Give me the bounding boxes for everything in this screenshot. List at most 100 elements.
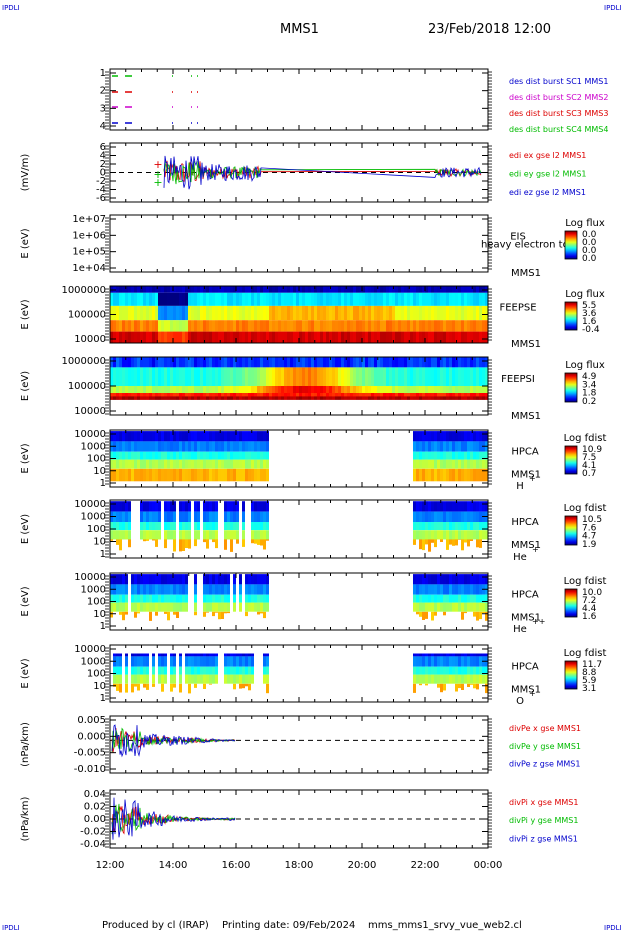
heatmap-cell: [422, 431, 425, 442]
heatmap-cell: [152, 522, 155, 531]
heatmap-cell: [155, 286, 158, 293]
heatmap-cell: [257, 441, 260, 452]
heatmap-cell: [422, 292, 425, 306]
heatmap-cell: [407, 393, 410, 397]
heatmap-cell: [431, 320, 434, 332]
heatmap-cell: [179, 653, 182, 657]
heatmap-cell: [377, 292, 380, 306]
heatmap-cell: [149, 574, 152, 585]
heatmap-cell: [434, 292, 437, 306]
heatmap-cell: [224, 522, 227, 531]
heatmap-cell: [254, 468, 257, 482]
heatmap-cell: [170, 320, 173, 332]
heatmap-cell: [461, 292, 464, 306]
heatmap-cell: [479, 393, 482, 397]
heatmap-cell: [224, 431, 227, 442]
heatmap-cell: [476, 602, 479, 612]
heatmap-cell: [248, 357, 251, 368]
heatmap-cell: [179, 656, 182, 667]
heatmap-cell: [392, 386, 395, 393]
heatmap-cell: [434, 451, 437, 460]
heatmap-cell: [404, 286, 407, 293]
heatmap-cell: [215, 441, 218, 452]
heatmap-cell: [158, 286, 161, 293]
heatmap-cell: [473, 451, 476, 460]
heatmap-cell: [485, 683, 488, 694]
heatmap-cell: [191, 656, 194, 667]
heatmap-cell: [149, 431, 152, 442]
heatmap-cell: [413, 594, 416, 603]
heatmap-cell: [236, 511, 239, 522]
heatmap-cell: [278, 357, 281, 368]
heatmap-cell: [131, 431, 134, 442]
heatmap-cell: [203, 666, 206, 675]
heatmap-cell: [350, 367, 353, 386]
heatmap-cell: [422, 320, 425, 332]
heatmap-cell: [341, 305, 344, 321]
heatmap-cell: [410, 320, 413, 332]
heatmap-cell: [467, 459, 470, 469]
heatmap-cell: [461, 459, 464, 469]
heatmap-cell: [164, 357, 167, 368]
heatmap-cell: [458, 396, 461, 400]
heatmap-cell: [167, 611, 170, 621]
heatmap-cell: [206, 656, 209, 667]
heatmap-cell: [473, 602, 476, 612]
heatmap-cell: [221, 611, 224, 619]
heatmap-cell: [203, 501, 206, 512]
instrument-label: EIS: [510, 232, 526, 243]
heatmap-cell: [227, 584, 230, 595]
heatmap-cell: [134, 367, 137, 386]
heatmap-cell: [137, 683, 140, 691]
heatmap-cell: [137, 653, 140, 657]
heatmap-cell: [119, 393, 122, 397]
heatmap-cell: [482, 396, 485, 400]
heatmap-cell: [452, 459, 455, 469]
heatmap-cell: [308, 305, 311, 321]
heatmap-cell: [458, 666, 461, 675]
heatmap-cell: [209, 666, 212, 675]
heatmap-cell: [146, 666, 149, 675]
heatmap-cell: [257, 367, 260, 386]
heatmap-cell: [464, 386, 467, 393]
heatmap-cell: [335, 331, 338, 343]
heatmap-cell: [476, 611, 479, 621]
heatmap-cell: [251, 594, 254, 603]
heatmap-cell: [125, 656, 128, 667]
heatmap-cell: [476, 574, 479, 585]
heatmap-cell: [443, 286, 446, 293]
heatmap-cell: [227, 441, 230, 452]
heatmap-cell: [326, 386, 329, 393]
heatmap-cell: [464, 522, 467, 531]
heatmap-cell: [446, 522, 449, 531]
heatmap-cell: [476, 357, 479, 368]
heatmap-cell: [179, 539, 182, 552]
heatmap-cell: [206, 386, 209, 393]
heatmap-cell: [380, 357, 383, 368]
heatmap-cell: [479, 305, 482, 321]
heatmap-cell: [116, 286, 119, 293]
colorbar-tick-label: 11.7: [582, 660, 602, 670]
heatmap-cell: [233, 431, 236, 442]
colorbar: [564, 230, 578, 260]
heatmap-cell: [245, 305, 248, 321]
heatmap-cell: [446, 357, 449, 368]
heatmap-cell: [437, 574, 440, 585]
heatmap-cell: [344, 286, 347, 293]
heatmap-cell: [272, 357, 275, 368]
heatmap-cell: [203, 602, 206, 612]
heatmap-cell: [422, 367, 425, 386]
heatmap-cell: [194, 357, 197, 368]
y-tick-label: 3: [100, 103, 106, 114]
heatmap-cell: [221, 393, 224, 397]
heatmap-cell: [116, 656, 119, 667]
heatmap-cell: [143, 674, 146, 684]
heatmap-cell: [239, 396, 242, 400]
heatmap-cell: [209, 674, 212, 684]
heatmap-cell: [125, 305, 128, 321]
heatmap-cell: [242, 674, 245, 684]
heatmap-cell: [326, 396, 329, 400]
heatmap-cell: [305, 396, 308, 400]
heatmap-cell: [113, 594, 116, 603]
y-axis-label: E (eV): [20, 371, 31, 401]
